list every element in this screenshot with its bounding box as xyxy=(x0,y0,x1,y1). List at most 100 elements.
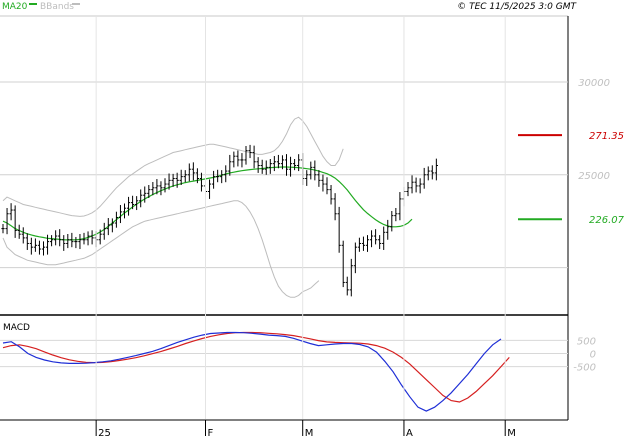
ohlc-bar xyxy=(179,169,183,185)
ohlc-bar xyxy=(9,203,13,221)
ohlc-bar xyxy=(102,222,106,240)
ohlc-bar xyxy=(337,206,341,253)
ohlc-bar xyxy=(406,182,410,197)
time-tick-label: A xyxy=(406,428,413,439)
ohlc-bar xyxy=(288,156,293,177)
ohlc-bar xyxy=(256,157,260,173)
ohlc-bar xyxy=(25,233,29,250)
ohlc-bar xyxy=(232,151,236,168)
ohlc-bars xyxy=(1,144,438,297)
macd-y-tick-label: 500 xyxy=(577,336,596,347)
ohlc-bar xyxy=(155,179,159,195)
ohlc-bar xyxy=(191,162,195,181)
ohlc-bar xyxy=(369,230,374,248)
ohlc-bar xyxy=(325,177,329,195)
price-y-axis: 30000 25000 xyxy=(578,78,610,182)
ohlc-bar xyxy=(386,219,390,240)
ohlc-bar xyxy=(187,163,191,182)
ohlc-bar xyxy=(216,169,220,183)
ohlc-bar xyxy=(252,145,256,169)
ohlc-bar xyxy=(1,223,5,234)
bb-lower-line xyxy=(2,200,320,298)
ohlc-bar xyxy=(50,235,54,247)
ohlc-bar xyxy=(244,146,248,165)
ohlc-bar xyxy=(5,208,9,235)
ohlc-bar xyxy=(272,156,276,172)
macd-title: MACD xyxy=(3,323,30,333)
ohlc-bar xyxy=(248,144,252,159)
ohlc-bar xyxy=(345,276,349,296)
ohlc-bar xyxy=(293,159,297,171)
ohlc-bar xyxy=(365,235,370,252)
price-y-tick-label: 25000 xyxy=(578,171,610,182)
ohlc-bar xyxy=(131,195,135,210)
price-levels: 271.35 226.07 xyxy=(518,131,625,226)
ohlc-bar xyxy=(126,196,131,216)
macd-y-tick-label: -500 xyxy=(573,363,596,374)
ohlc-bar xyxy=(321,174,325,192)
ohlc-bar xyxy=(33,238,37,252)
ohlc-bar xyxy=(333,193,337,221)
price-grid xyxy=(0,81,568,269)
ohlc-bar xyxy=(353,242,357,274)
ohlc-bar xyxy=(430,165,434,180)
legend-bbands: BBands xyxy=(40,2,74,12)
time-tick-label: M xyxy=(507,428,516,439)
ohlc-bar xyxy=(29,237,33,255)
ohlc-bar xyxy=(317,170,321,187)
ohlc-bar xyxy=(41,241,46,256)
time-axis: 25 F M A M xyxy=(95,17,516,439)
ohlc-bar xyxy=(171,173,175,187)
ohlc-bar xyxy=(228,154,232,176)
ohlc-bar xyxy=(54,230,58,246)
ohlc-bar xyxy=(280,155,285,170)
ohlc-bar xyxy=(86,231,90,246)
ohlc-bar xyxy=(143,186,147,203)
ohlc-bar xyxy=(62,235,66,251)
ohlc-bar xyxy=(329,184,333,205)
macd-signal-line xyxy=(2,331,510,403)
ohlc-bar xyxy=(418,178,422,194)
ohlc-bar xyxy=(212,170,216,189)
ohlc-bar xyxy=(106,218,110,236)
ohlc-bar xyxy=(309,161,313,180)
ohlc-bar xyxy=(264,160,268,175)
ohlc-bar xyxy=(13,205,17,238)
ohlc-bar xyxy=(66,233,70,249)
ohlc-bar xyxy=(159,181,163,196)
ohlc-bar xyxy=(139,189,143,208)
ohlc-bar xyxy=(260,159,264,174)
ohlc-bar xyxy=(284,154,289,176)
ohlc-bar xyxy=(45,234,50,255)
ohlc-bar xyxy=(70,232,74,248)
ohlc-bar xyxy=(382,226,386,250)
ohlc-bar xyxy=(398,192,402,221)
ohlc-bar xyxy=(361,236,366,251)
ohlc-bar xyxy=(114,211,118,228)
ohlc-bar xyxy=(414,177,418,193)
ohlc-bar xyxy=(374,229,378,245)
ohlc-bar xyxy=(390,210,394,232)
macd-y-tick-label: 0 xyxy=(590,349,596,360)
macd-y-axis: 500 0 -500 xyxy=(573,336,596,373)
ohlc-bar xyxy=(21,227,25,244)
ohlc-bar xyxy=(183,170,187,183)
ohlc-bar xyxy=(78,233,82,250)
resistance-level-label: 271.35 xyxy=(589,131,624,142)
ohlc-bar xyxy=(410,175,414,194)
ohlc-bar xyxy=(195,168,199,184)
bb-upper-line xyxy=(2,116,344,217)
macd-lines xyxy=(2,331,510,412)
ohlc-bar xyxy=(74,236,78,249)
legend-ma20-swatch xyxy=(29,3,37,5)
ohlc-bar xyxy=(341,240,345,288)
ohlc-bar xyxy=(37,240,42,255)
ohlc-bar xyxy=(434,158,438,181)
ohlc-bar xyxy=(207,179,212,199)
ohlc-bar xyxy=(147,184,151,198)
ohlc-bar xyxy=(305,170,309,186)
ohlc-bar xyxy=(175,172,179,188)
legend-ma20: MA20 xyxy=(2,2,28,12)
ohlc-bar xyxy=(167,173,171,190)
